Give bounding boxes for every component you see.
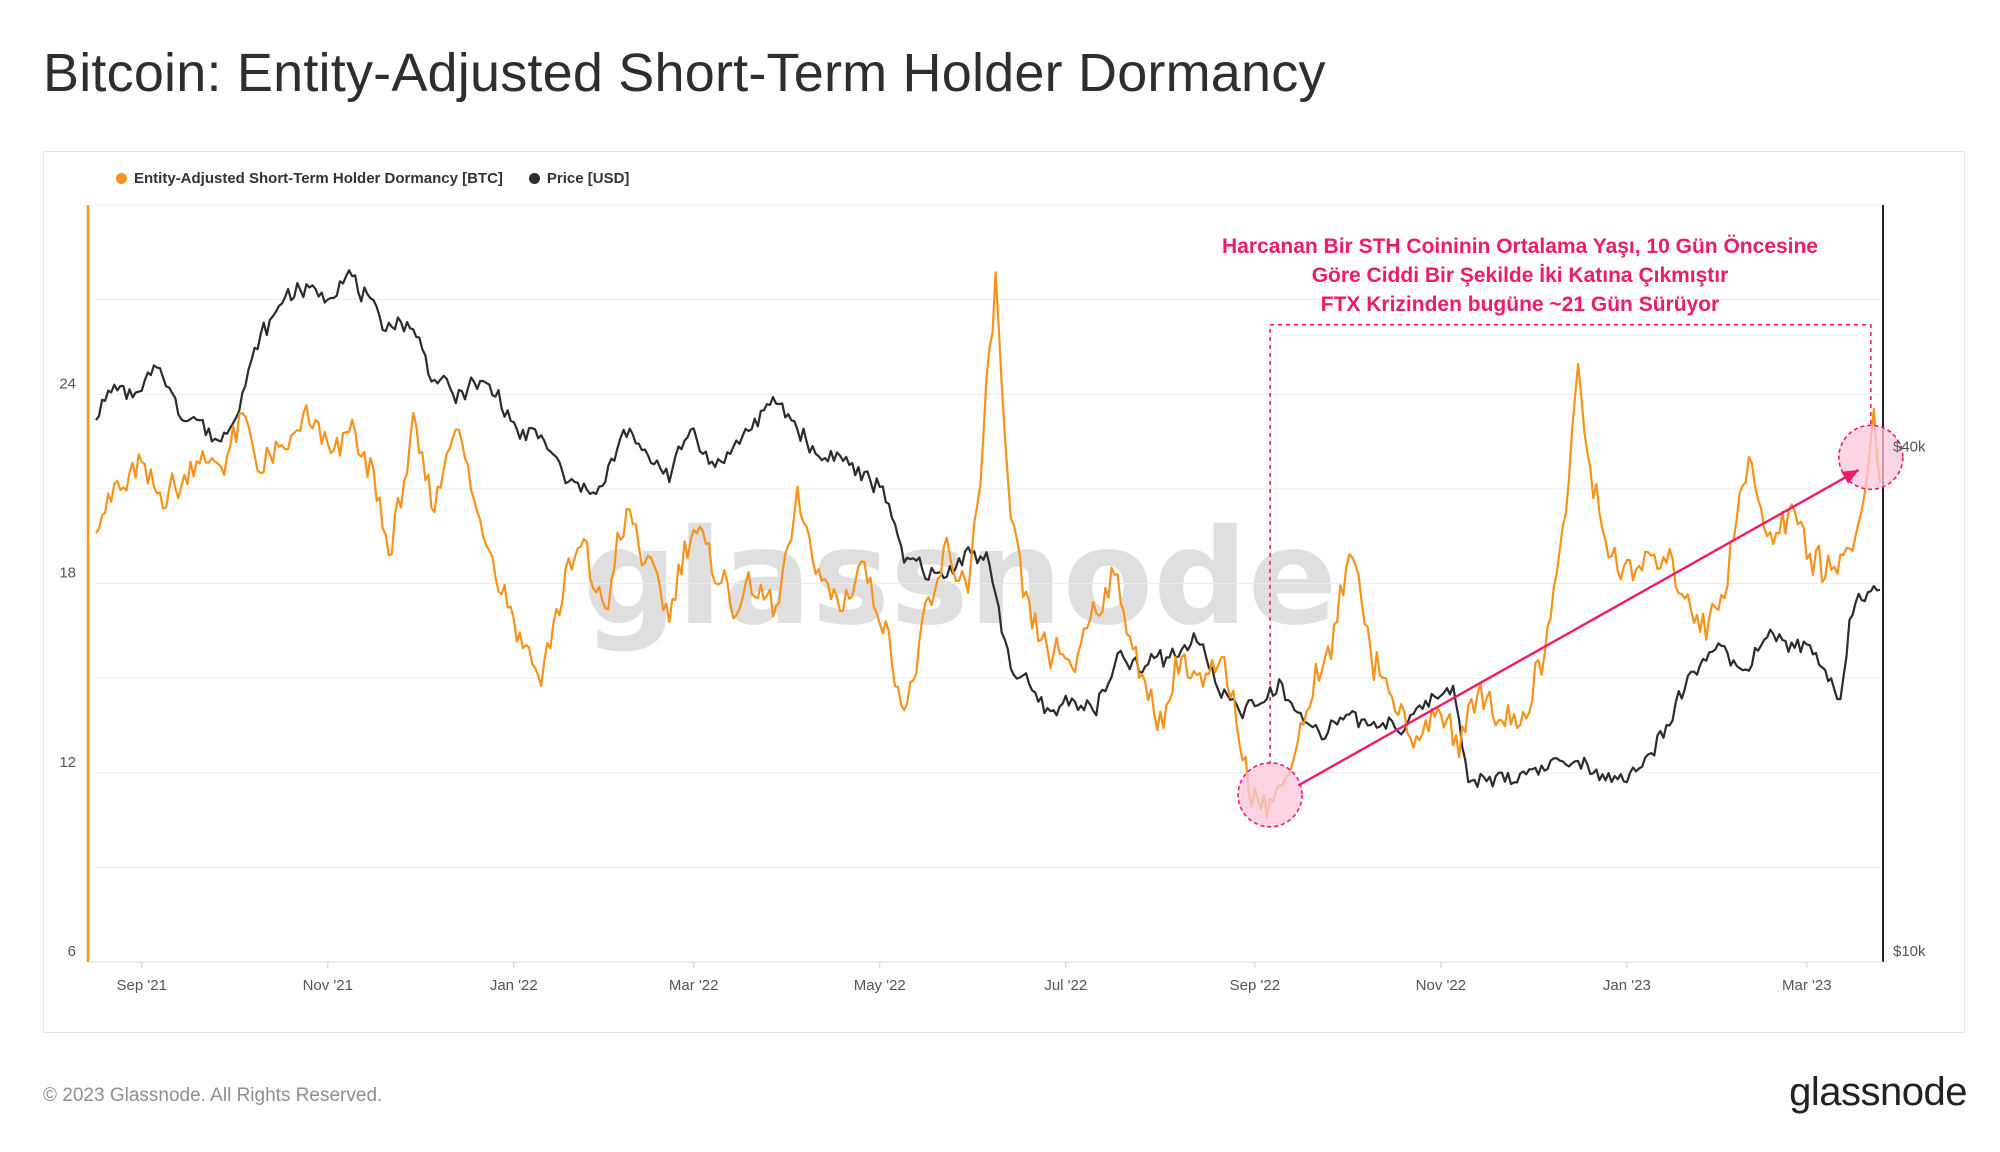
legend-label-price: Price [USD] (546, 169, 630, 187)
copyright-text: © 2023 Glassnode. All Rights Reserved. (43, 1085, 383, 1106)
annotation-text: Harcanan Bir STH Coininin Ortalama Yaşı,… (1140, 232, 1900, 319)
x-tick-label: Nov '22 (1416, 977, 1466, 994)
axes (86, 205, 1884, 963)
series-lines (95, 269, 1882, 819)
annotation-line-3: FTX Krizinden bugüne ~21 Gün Sürüyor (1320, 293, 1720, 316)
legend: Entity-Adjusted Short-Term Holder Dorman… (116, 168, 629, 188)
tick-labels: 6 12 18 24 $10k $40k Sep '21 Nov '21 Jan '22 Mar … (59, 375, 1926, 994)
footer-logo: glassnode (1789, 1070, 1967, 1114)
y-right-tick-label: $10k (1893, 943, 1926, 960)
legend-dot-dormancy (116, 172, 127, 184)
series-line-price (95, 269, 1881, 788)
annotation-marks (1237, 424, 1904, 828)
x-tick-label: Mar '23 (1782, 977, 1832, 994)
x-tick-label: Sep '21 (117, 977, 167, 994)
x-tick-label: May '22 (854, 977, 906, 994)
legend-dot-price (528, 172, 540, 184)
x-tick-label: Jan '22 (490, 977, 538, 994)
y-left-tick-label: 24 (59, 375, 76, 392)
y-right-tick-label: $40k (1893, 438, 1926, 455)
annotation-line-2: Göre Ciddi Bir Şekilde İki Katına Çıkmış… (1311, 264, 1729, 287)
y-left-tick-label: 18 (59, 565, 76, 582)
highlight-box (1269, 324, 1872, 765)
x-tick-label: Mar '22 (669, 977, 719, 994)
series-line-dormancy (95, 271, 1882, 819)
dashed-highlight-box (1269, 324, 1872, 765)
legend-item-dormancy[interactable]: Entity-Adjusted Short-Term Holder Dorman… (116, 170, 503, 187)
chart-frame (43, 151, 1965, 1033)
x-tick-label: Sep '22 (1230, 977, 1280, 994)
trend-arrow-head (1841, 469, 1859, 484)
y-left-tick-label: 12 (59, 754, 76, 771)
highlight-circle (1237, 762, 1303, 828)
x-tick-label: Nov '21 (303, 977, 353, 994)
y-left-tick-label: 6 (68, 943, 76, 960)
trend-arrow-line (1297, 468, 1860, 787)
x-tick-label: Jul '22 (1044, 977, 1087, 994)
annotation-line-1: Harcanan Bir STH Coininin Ortalama Yaşı,… (1222, 235, 1818, 258)
legend-item-price[interactable]: Price [USD] (528, 169, 630, 187)
x-tick-label: Jan '23 (1603, 977, 1651, 994)
legend-label-dormancy: Entity-Adjusted Short-Term Holder Dorman… (134, 169, 503, 187)
page-title: Bitcoin: Entity-Adjusted Short-Term Hold… (43, 43, 1326, 103)
